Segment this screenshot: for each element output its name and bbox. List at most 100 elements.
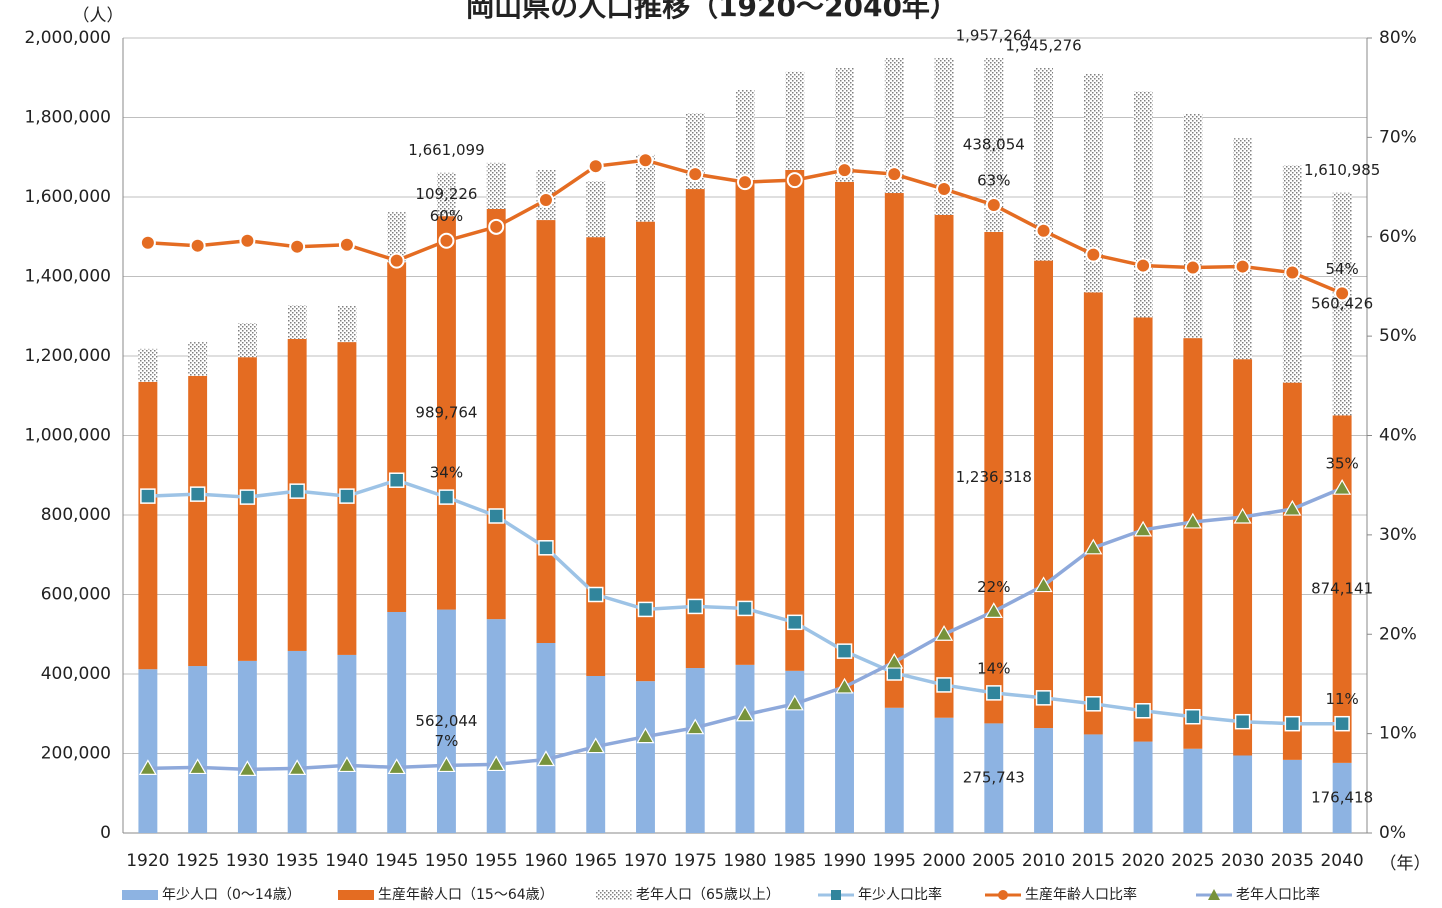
marker xyxy=(586,737,605,754)
marker xyxy=(1085,246,1102,263)
data-label: 22% xyxy=(977,578,1010,596)
bar xyxy=(387,611,407,833)
marker xyxy=(537,191,554,208)
bar xyxy=(984,231,1004,724)
marker xyxy=(1184,259,1201,276)
bar xyxy=(835,67,854,182)
bar xyxy=(287,305,307,339)
bar xyxy=(536,220,556,643)
bar xyxy=(138,348,158,382)
bar xyxy=(1034,67,1054,261)
bar xyxy=(237,323,257,358)
bar xyxy=(436,216,456,610)
marker xyxy=(1284,715,1301,732)
bar xyxy=(636,221,655,682)
bar xyxy=(685,668,705,833)
data-label: 60% xyxy=(430,207,463,225)
data-label: 63% xyxy=(977,171,1010,189)
bar xyxy=(387,212,407,263)
marker xyxy=(1283,499,1302,516)
bar xyxy=(1133,741,1153,833)
bar xyxy=(1083,292,1103,735)
bar xyxy=(835,181,854,692)
x-tick-label: 1990 xyxy=(823,851,866,871)
marker xyxy=(984,602,1003,618)
data-label: 1,610,985 xyxy=(1304,161,1380,179)
marker xyxy=(686,718,705,735)
y2-tick-label: 70% xyxy=(1379,127,1417,147)
bar xyxy=(785,169,805,671)
x-tick-label: 2030 xyxy=(1221,851,1264,871)
data-label: 560,426 xyxy=(1311,295,1373,313)
x-tick-label: 2040 xyxy=(1320,851,1363,871)
legend-marker xyxy=(831,890,841,900)
marker xyxy=(985,196,1002,213)
bar xyxy=(984,723,1004,833)
y2-tick-label: 0% xyxy=(1379,823,1406,843)
marker xyxy=(487,755,506,772)
marker xyxy=(238,760,257,776)
marker xyxy=(338,236,355,253)
bar xyxy=(735,179,755,665)
marker xyxy=(488,508,504,524)
data-label: 7% xyxy=(435,732,459,750)
marker xyxy=(1085,696,1102,712)
marker xyxy=(189,237,206,254)
x-tick-label: 2000 xyxy=(922,851,965,871)
bar xyxy=(188,666,208,833)
bar xyxy=(287,650,307,833)
marker xyxy=(1135,257,1152,274)
marker xyxy=(1135,703,1151,719)
bar xyxy=(984,57,1004,232)
marker xyxy=(737,174,753,191)
marker xyxy=(1334,285,1351,302)
y-tick-label: 800,000 xyxy=(41,505,111,525)
marker xyxy=(188,758,207,775)
bar xyxy=(337,305,357,343)
data-label: 109,226 xyxy=(415,185,477,203)
y2-tick-label: 40% xyxy=(1379,426,1417,446)
x-tick-label: 2035 xyxy=(1271,851,1314,871)
bar xyxy=(934,214,954,718)
x-tick-label: 1935 xyxy=(276,851,319,871)
marker xyxy=(1034,576,1053,593)
marker xyxy=(636,727,655,744)
marker xyxy=(735,705,755,722)
data-label: 1,945,276 xyxy=(1005,36,1081,54)
bar xyxy=(1083,73,1103,293)
marker xyxy=(787,614,803,631)
marker xyxy=(886,166,903,183)
marker xyxy=(189,486,206,502)
bar xyxy=(1034,728,1054,833)
marker xyxy=(587,586,604,603)
bar xyxy=(1133,91,1153,318)
bar xyxy=(237,357,257,661)
legend-label: 老年人口（65歳以上） xyxy=(636,887,780,903)
bar xyxy=(735,89,755,180)
x-tick-label: 1930 xyxy=(226,851,269,871)
data-label: 176,418 xyxy=(1311,788,1373,806)
marker xyxy=(687,598,703,615)
legend-label: 老年人口比率 xyxy=(1236,886,1320,903)
marker xyxy=(587,158,604,175)
marker xyxy=(637,152,654,169)
marker xyxy=(935,625,954,641)
marker xyxy=(885,652,904,669)
marker xyxy=(139,234,156,251)
marker xyxy=(1234,258,1251,275)
bar xyxy=(237,660,257,833)
bar xyxy=(934,717,954,833)
bar xyxy=(138,669,158,833)
x-tick-label: 1940 xyxy=(325,851,368,871)
bar xyxy=(536,642,556,833)
marker xyxy=(1035,690,1052,706)
marker xyxy=(1183,512,1202,529)
marker xyxy=(786,172,803,189)
marker xyxy=(438,232,455,249)
marker xyxy=(1284,264,1301,281)
data-label: 874,141 xyxy=(1311,580,1373,598)
bar xyxy=(1233,138,1253,360)
marker xyxy=(289,483,305,499)
data-label: 35% xyxy=(1325,455,1358,473)
marker xyxy=(339,488,355,504)
